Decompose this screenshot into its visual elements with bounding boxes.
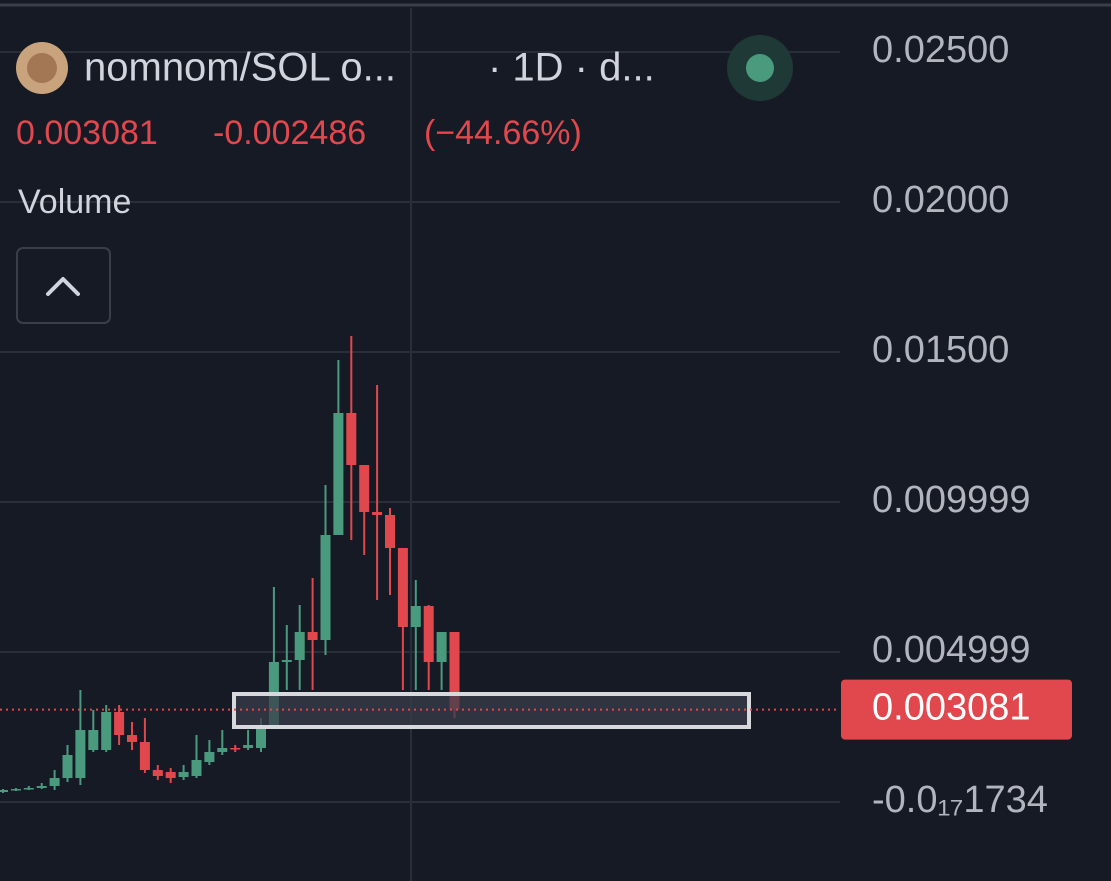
y-tick-label: 0.01500 [872,329,1009,371]
candle-body [217,748,228,752]
candle-body [62,754,73,779]
header-price: 0.003081 [16,114,158,152]
candle-body [165,772,176,779]
symbol-title: nomnom/SOL o... [84,46,396,90]
candle-body [178,772,189,778]
candle-body [423,606,434,662]
candle-body [359,465,370,512]
last-price-badge [841,679,1072,740]
candle-body [385,514,395,548]
grid [0,50,840,804]
candle-body [139,742,150,770]
candle-body [75,730,86,779]
candle-body [410,606,421,628]
candle-body [256,724,266,749]
candles [0,336,460,794]
candle-body [307,631,318,641]
y-tick-label: 0.009999 [872,479,1031,521]
candle-body [397,547,408,628]
candle-body [281,660,292,662]
candle-body [333,412,344,536]
candle-body [36,786,47,788]
candle-body [436,631,447,662]
candle-body [114,712,125,736]
chevron-icon [46,277,80,296]
candle-body [346,412,357,466]
candle-body [191,760,202,776]
candle-body [23,787,34,790]
candle-body [88,730,99,751]
y-tick-label: -0.0₁₇1734 [872,779,1048,821]
candle-body [204,751,215,763]
header-change-percent: (−44.66%) [424,114,582,152]
highlight-box [232,692,751,729]
candle-body [10,789,21,791]
interval: · 1D · d... [488,46,655,90]
last-price-label: 0.003081 [872,687,1031,729]
candle-body [152,769,163,776]
status-dot [746,54,774,82]
candle-body [243,745,254,749]
candle-body [230,748,241,750]
header-change: -0.002486 [213,114,366,152]
avatar-detail [27,53,57,83]
y-tick-label: 0.02500 [872,29,1009,71]
candle-body [0,790,8,793]
candle-body [320,535,331,641]
candle-body [127,735,137,743]
collapse-button[interactable] [16,247,111,324]
indicator-label: Volume [18,183,131,221]
candle-body [49,778,60,787]
y-tick-label: 0.004999 [872,629,1031,671]
candle-body [101,712,112,751]
y-tick-label: 0.02000 [872,179,1009,221]
candle-body [372,511,383,515]
overlay: -0.0₁₇1734 0.004999 0.009999 0.01500 0.02000… [0,29,1072,821]
candle-body [294,631,305,661]
candle-body [449,631,460,710]
